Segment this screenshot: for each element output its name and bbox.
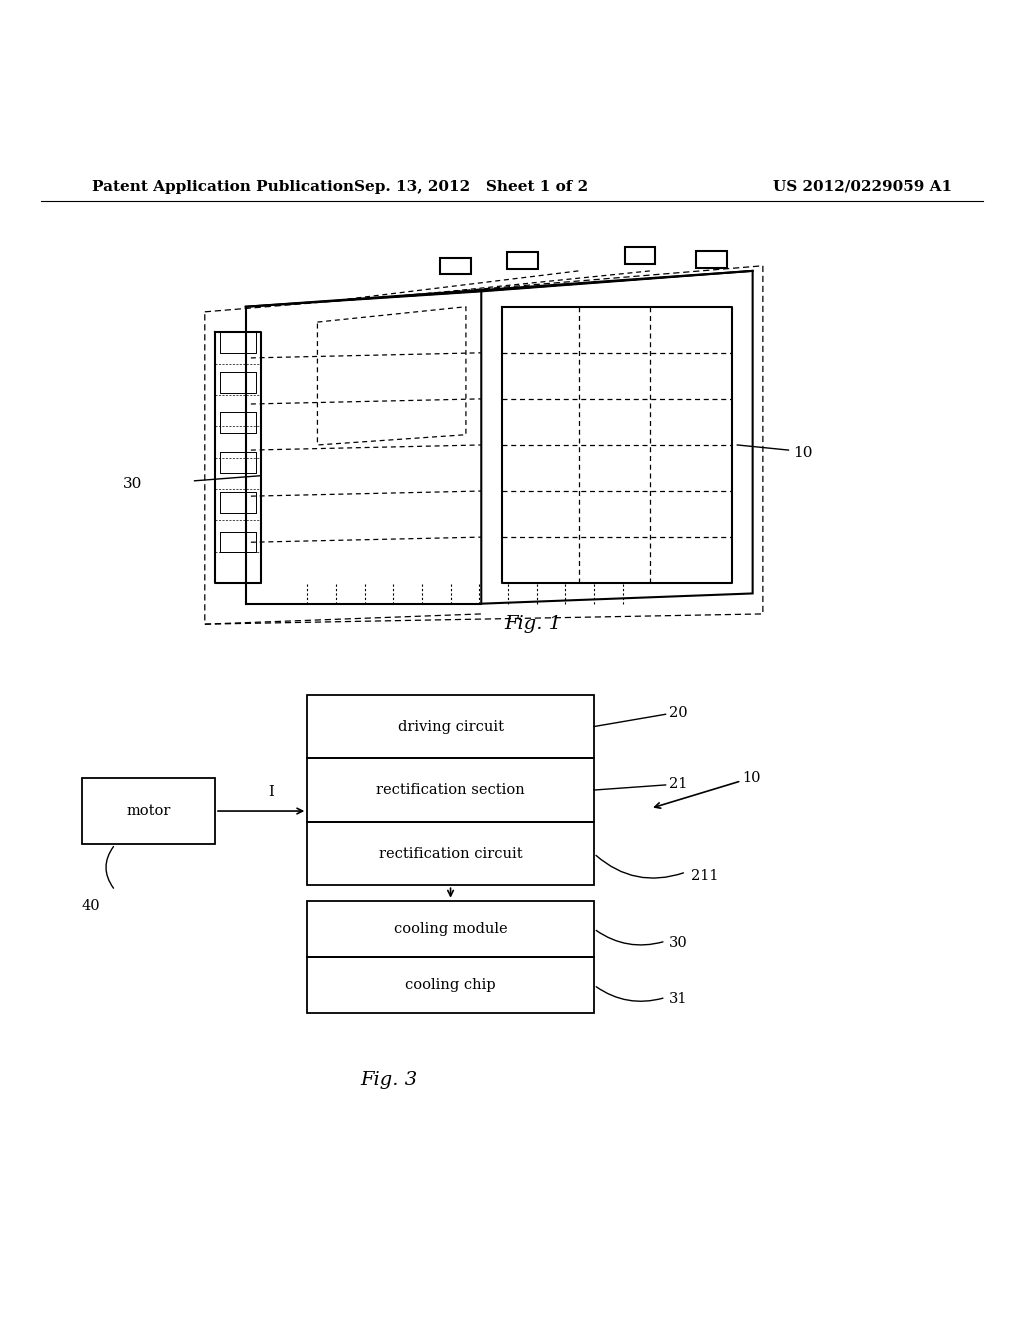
Text: rectification circuit: rectification circuit — [379, 846, 522, 861]
Text: Fig. 1: Fig. 1 — [504, 615, 561, 634]
Text: rectification section: rectification section — [376, 783, 525, 797]
Text: 10: 10 — [794, 446, 813, 461]
Text: US 2012/0229059 A1: US 2012/0229059 A1 — [773, 180, 952, 194]
Text: driving circuit: driving circuit — [397, 719, 504, 734]
Text: 10: 10 — [742, 771, 761, 785]
Text: 20: 20 — [669, 706, 687, 721]
Text: Fig. 3: Fig. 3 — [360, 1071, 418, 1089]
Text: I: I — [268, 785, 274, 799]
Text: 21: 21 — [669, 777, 687, 791]
Text: cooling module: cooling module — [394, 921, 507, 936]
Text: cooling chip: cooling chip — [406, 978, 496, 993]
Text: 211: 211 — [691, 869, 719, 883]
Text: 31: 31 — [669, 993, 687, 1006]
Text: 30: 30 — [123, 477, 142, 491]
Text: motor: motor — [126, 804, 171, 818]
Text: Patent Application Publication: Patent Application Publication — [92, 180, 354, 194]
Text: 30: 30 — [669, 936, 687, 950]
Text: Sep. 13, 2012   Sheet 1 of 2: Sep. 13, 2012 Sheet 1 of 2 — [354, 180, 588, 194]
Text: 40: 40 — [81, 899, 100, 912]
